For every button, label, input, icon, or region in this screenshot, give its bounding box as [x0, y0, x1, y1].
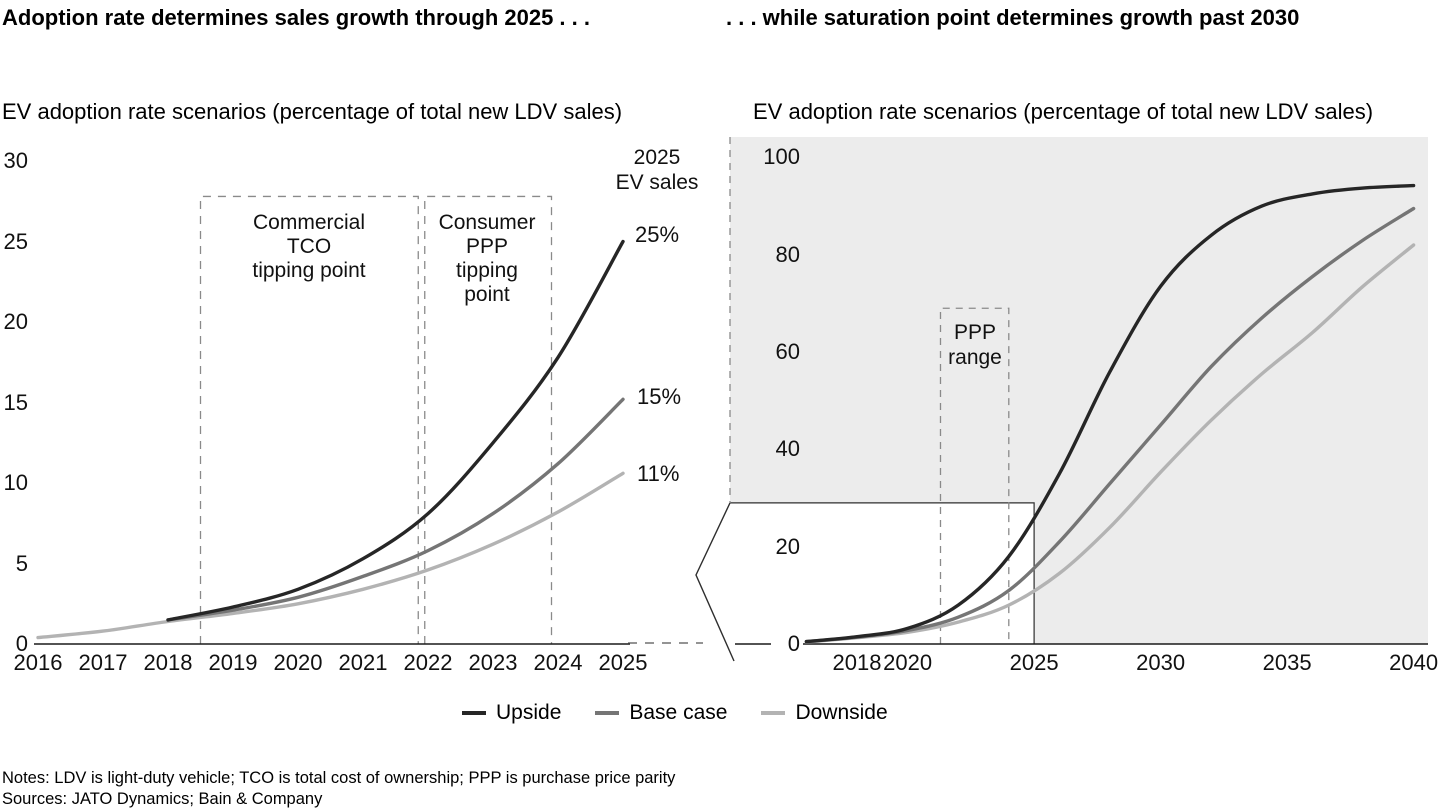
left-chart-y-tick-label: 20 [3, 309, 28, 334]
downside-end-value-label: 11% [637, 461, 680, 486]
left-chart-y-tick-label: 10 [3, 470, 28, 495]
base-case-line-right-chart [804, 206, 1416, 644]
commercial-tco-box [199, 195, 419, 644]
left-chart-x-tick-label: 2017 [78, 650, 128, 675]
right-chart-x-tick-label: 2025 [1009, 650, 1059, 675]
left-chart-x-tick-label: 2025 [598, 650, 648, 675]
base-case-end-value-label: 15% [637, 384, 682, 409]
sources-line: Sources: JATO Dynamics; Bain & Company [2, 790, 323, 808]
right-chart-y-tick-label: 0 [787, 631, 800, 656]
right-chart-x-tick-label: 2040 [1389, 650, 1439, 675]
base-case-line-swatch-icon [595, 711, 620, 715]
left-chart-x-tick-label: 2016 [13, 650, 63, 675]
left-chart-x-tick-label: 2018 [143, 650, 193, 675]
2025-ev-sales-header: 2025 EV sales [615, 146, 699, 194]
zoom-chevron-icon [695, 502, 735, 662]
left-chart-y-tick-label: 0 [15, 631, 28, 656]
upside-end-value-label: 25% [635, 222, 680, 247]
legend-item-upside: Upside [462, 701, 561, 725]
base-case-line-left-chart [166, 397, 625, 622]
zoom-cutout-border [730, 502, 1035, 644]
left-chart-y-tick-label: 5 [15, 550, 28, 576]
left-chart-subtitle: EV adoption rate scenarios (percentage o… [2, 99, 623, 124]
downside-line-left-chart [36, 471, 625, 640]
downside-line-right-chart [804, 243, 1416, 644]
right-chart-y-tick-label: 20 [775, 533, 800, 559]
legend-label-base-case: Base case [629, 701, 728, 724]
left-chart-y-tick-label: 15 [3, 389, 28, 415]
right-chart-subtitle: EV adoption rate scenarios (percentage o… [753, 99, 1374, 124]
right-chart-y-tick-label: 60 [775, 339, 800, 365]
left-chart-y-tick-label: 25 [3, 228, 28, 254]
consumer-ppp-box [424, 195, 553, 644]
notes-line: Notes: LDV is light-duty vehicle; TCO is… [2, 769, 676, 787]
legend: Upside Base case Downside [462, 701, 888, 725]
commercial-tco-tipping-point-label: Commercial TCO tipping point [252, 211, 366, 282]
left-panel-title: Adoption rate determines sales growth th… [2, 5, 590, 30]
upside-line-right-chart [804, 183, 1416, 644]
left-chart-x-tick-label: 2022 [403, 650, 453, 675]
left-chart-x-tick-label: 2021 [338, 650, 388, 675]
ppp-range-box [939, 307, 1010, 644]
right-chart-y-tick-label: 100 [763, 144, 800, 170]
legend-item-base-case: Base case [595, 701, 727, 725]
upside-line-left-chart [166, 239, 625, 622]
upside-line-swatch-icon [462, 711, 486, 715]
right-chart-x-tick-label: 2018 [832, 650, 882, 675]
legend-item-downside: Downside [761, 701, 888, 725]
left-chart-x-tick-label: 2020 [273, 650, 323, 675]
zoom-cutout-area [730, 502, 1035, 644]
right-chart-x-tick-label: 2030 [1136, 650, 1186, 675]
right-chart-x-tick-label: 2035 [1262, 650, 1312, 675]
left-chart-x-tick-label: 2019 [208, 650, 258, 675]
ppp-range-label: PPP range [948, 321, 1002, 369]
right-chart-y-tick-label: 40 [775, 436, 800, 462]
right-chart-y-tick-label: 80 [775, 241, 800, 267]
left-chart-y-tick-label: 30 [3, 148, 28, 173]
right-chart-x-tick-label: 2020 [883, 650, 933, 675]
consumer-ppp-tipping-point-label: Consumer PPP tipping point [438, 211, 536, 306]
left-chart-x-tick-label: 2024 [533, 650, 583, 675]
right-panel-title: . . . while saturation point determines … [726, 5, 1300, 30]
zoom-chevron-fill [696, 502, 734, 661]
left-chart-x-tick-label: 2023 [468, 650, 518, 675]
legend-label-upside: Upside [496, 701, 562, 724]
legend-label-downside: Downside [795, 701, 888, 724]
downside-line-swatch-icon [761, 711, 786, 715]
